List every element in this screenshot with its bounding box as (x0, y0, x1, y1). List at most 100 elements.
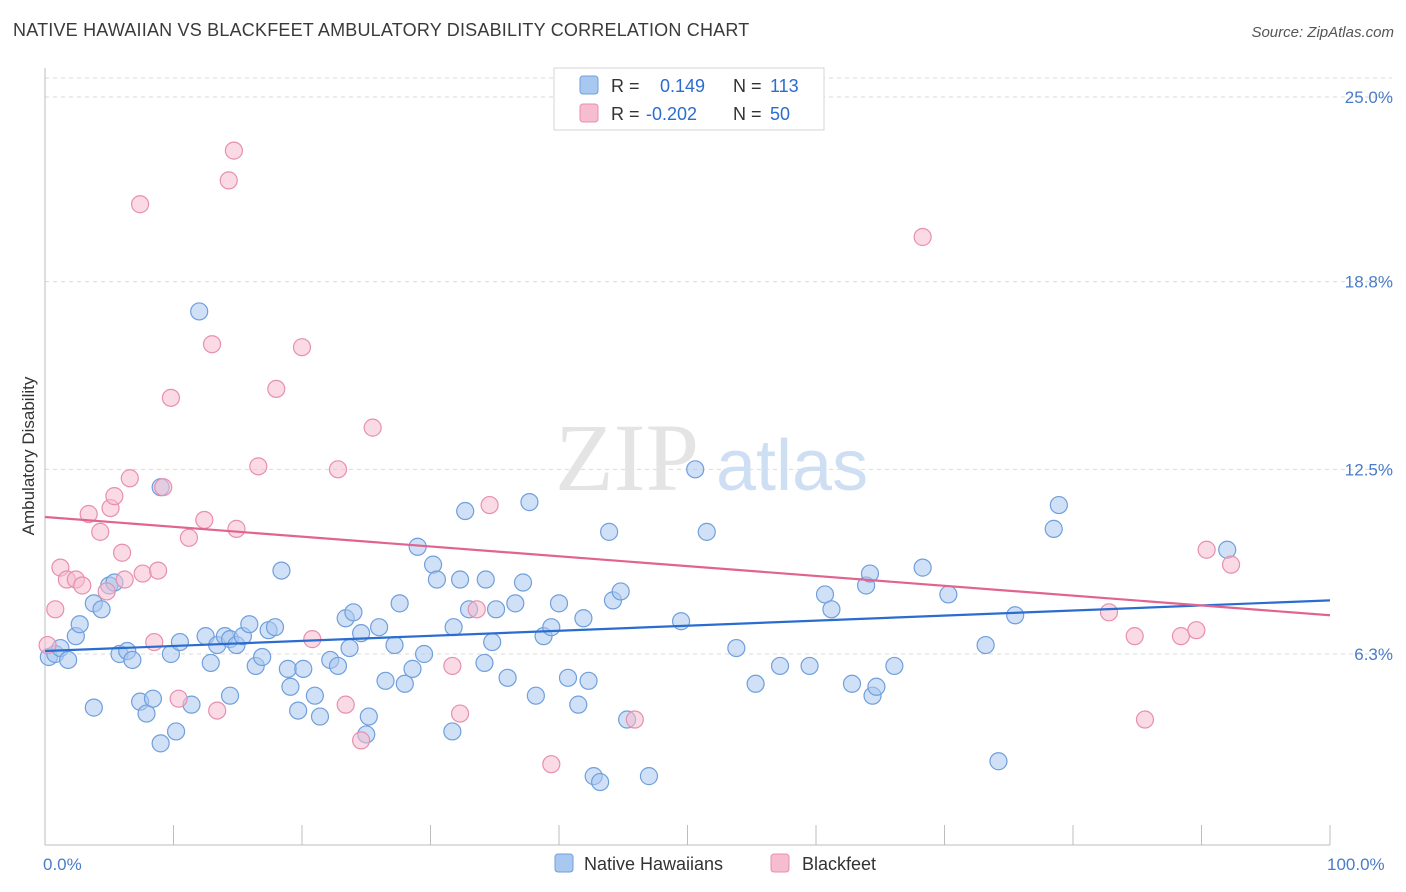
trend-line-native-hawaiians (44, 599, 1331, 653)
point-native-hawaiians (272, 561, 291, 580)
point-native-hawaiians (240, 615, 259, 634)
point-native-hawaiians (340, 638, 359, 658)
point-native-hawaiians (513, 573, 533, 592)
legend-r-value-pink: -0.202 (646, 104, 697, 124)
point-native-hawaiians (385, 635, 404, 655)
legend-swatch-blue (579, 75, 599, 95)
trend-layer (44, 515, 1331, 653)
point-native-hawaiians (1006, 606, 1025, 625)
trend-line-blackfeet (44, 515, 1331, 617)
point-blackfeet (443, 656, 462, 676)
point-native-hawaiians (727, 638, 746, 658)
point-native-hawaiians (549, 594, 569, 613)
x-tick-label-min: 0.0% (43, 855, 82, 874)
point-native-hawaiians (976, 635, 995, 655)
point-blackfeet (292, 338, 312, 357)
point-native-hawaiians (359, 707, 378, 726)
y-tick-label: 25.0% (1345, 88, 1393, 107)
point-blackfeet (1125, 627, 1144, 646)
point-blackfeet (133, 564, 152, 583)
top-legend: R = 0.149 N = 113 R = -0.202 N = 50 (553, 67, 825, 131)
point-native-hawaiians (427, 570, 447, 589)
bottom-legend-swatch-blue (554, 853, 574, 873)
y-tick-labels: 6.3% 12.5% 18.8% 25.0% (1345, 88, 1393, 664)
point-blackfeet (73, 576, 92, 595)
point-native-hawaiians (486, 600, 506, 619)
point-native-hawaiians (639, 767, 659, 786)
y-tick-label: 18.8% (1345, 273, 1393, 292)
point-native-hawaiians (697, 522, 716, 541)
point-native-hawaiians (310, 707, 330, 726)
legend-r-label-pink: R = (611, 104, 640, 124)
point-native-hawaiians (281, 677, 300, 696)
point-native-hawaiians (860, 564, 880, 583)
point-blackfeet (154, 478, 173, 497)
point-native-hawaiians (498, 668, 517, 687)
point-native-hawaiians (220, 686, 240, 705)
point-native-hawaiians (370, 618, 389, 637)
bottom-legend: Native Hawaiians Blackfeet (554, 853, 876, 874)
y-tick-label: 6.3% (1354, 645, 1393, 664)
point-blackfeet (79, 504, 98, 524)
point-native-hawaiians (1044, 519, 1063, 538)
top-legend-box (553, 67, 825, 131)
point-native-hawaiians (456, 501, 475, 521)
point-native-hawaiians (770, 656, 790, 676)
point-native-hawaiians (483, 632, 502, 652)
watermark: ZIP atlas (555, 404, 868, 511)
legend-n-label-pink: N = (733, 104, 762, 124)
axes (44, 68, 1331, 846)
y-axis-title: Ambulatory Disability (19, 376, 38, 535)
bottom-legend-swatch-pink (770, 853, 790, 873)
point-native-hawaiians (600, 522, 619, 541)
point-native-hawaiians (403, 659, 422, 678)
legend-r-value-blue: 0.149 (660, 76, 705, 96)
point-blackfeet (336, 695, 355, 714)
point-blackfeet (227, 519, 246, 538)
point-blackfeet (1135, 710, 1155, 729)
point-blackfeet (179, 528, 199, 547)
y-tick-label: 12.5% (1345, 460, 1393, 479)
point-blackfeet (219, 171, 238, 190)
point-blackfeet (224, 141, 243, 160)
point-native-hawaiians (842, 674, 862, 693)
point-native-hawaiians (569, 695, 588, 714)
point-native-hawaiians (558, 668, 578, 687)
point-native-hawaiians (123, 650, 142, 670)
point-native-hawaiians (476, 570, 495, 589)
point-blackfeet (1099, 603, 1119, 622)
point-native-hawaiians (989, 752, 1008, 771)
point-native-hawaiians (395, 674, 414, 693)
point-blackfeet (450, 704, 470, 723)
point-native-hawaiians (143, 689, 163, 708)
point-blackfeet (105, 487, 124, 506)
point-native-hawaiians (1218, 540, 1237, 559)
point-native-hawaiians (289, 701, 308, 720)
point-native-hawaiians (92, 600, 111, 619)
x-tick-label-max: 100.0% (1327, 855, 1385, 874)
legend-n-value-blue: 113 (770, 76, 799, 96)
point-native-hawaiians (574, 609, 593, 628)
point-native-hawaiians (686, 460, 705, 479)
x-tick-labels: 0.0% 100.0% (43, 855, 1385, 874)
point-native-hawaiians (59, 650, 78, 670)
point-native-hawaiians (443, 722, 462, 741)
point-blackfeet (1221, 555, 1241, 574)
point-native-hawaiians (84, 698, 103, 717)
point-blackfeet (115, 570, 134, 589)
point-native-hawaiians (450, 570, 470, 589)
point-blackfeet (542, 755, 561, 774)
point-native-hawaiians (913, 558, 932, 577)
point-blackfeet (467, 600, 486, 619)
chart-source: Source: ZipAtlas.com (1251, 24, 1394, 41)
point-native-hawaiians (822, 600, 841, 619)
point-native-hawaiians (151, 734, 170, 753)
legend-n-label-blue: N = (733, 76, 762, 96)
point-native-hawaiians (506, 594, 525, 613)
point-blackfeet (352, 731, 371, 750)
point-native-hawaiians (867, 677, 886, 696)
point-native-hawaiians (444, 618, 463, 637)
point-native-hawaiians (344, 603, 363, 622)
point-blackfeet (1187, 621, 1206, 640)
